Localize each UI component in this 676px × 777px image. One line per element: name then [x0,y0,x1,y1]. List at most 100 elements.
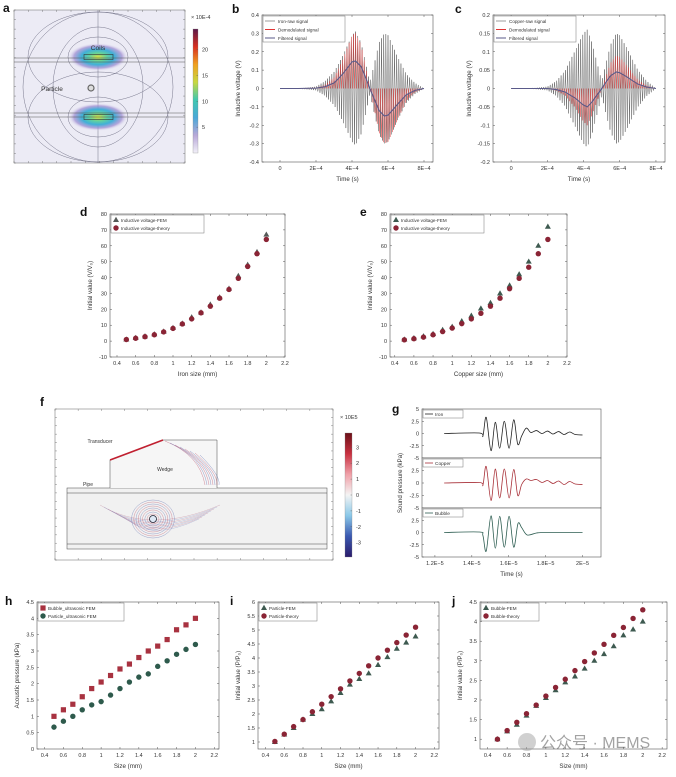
legend-label: Inductive voltage-theory [401,226,450,231]
watermark-logo-icon [518,733,536,751]
coil-field-top [68,43,128,71]
transducer-label: Transducer [87,439,112,445]
legend-box [110,214,205,234]
x-tick-label: 2 [194,753,197,759]
y-tick-label: -2.5 [410,444,419,450]
plot-area [257,601,440,750]
data-point [601,641,607,648]
data-point [263,236,270,243]
x-tick-label: 1.8 [244,361,252,367]
y-tick-label: -5 [414,456,419,462]
wave-front [194,452,218,486]
x-tick-label: 4E−4 [577,166,590,172]
x-tick-label: 1.2 [561,753,569,759]
legend-box [262,15,346,43]
data-point [123,336,130,343]
x-tick-label: 1.2 [467,361,475,367]
colorbar: × 10E-4 5 10 15 20 [191,15,210,154]
wave-front [174,444,210,486]
y-tick-label: 0 [104,339,107,345]
data-point [514,719,520,726]
x-tick-label: 1 [100,753,103,759]
data-point [384,653,391,660]
x-tick-label: 2 [265,361,268,367]
data-point [394,639,400,646]
data-point [393,645,400,651]
data-point [572,667,578,674]
data-point [375,655,381,661]
y-tick-label: -10 [379,355,387,361]
scattered-wave [131,499,175,539]
legend-label: Particle-theory [269,614,299,619]
x-tick-label: 1 [320,753,323,759]
data-point [117,666,123,672]
legend-marker [393,225,399,231]
data-point [170,325,176,332]
colorbar-title: × 10E-4 [191,15,210,21]
y-tick-label: 30 [381,291,387,297]
data-point [207,303,214,309]
data-point [337,689,344,695]
data-point [401,337,408,343]
x-tick-label: 1.2 [116,753,124,759]
data-point [198,310,204,316]
y-tick-label: -0.2 [481,160,490,166]
data-point [494,736,501,742]
y-tick-label: 0.3 [251,31,259,37]
scattered-wave [146,513,160,525]
y-tick-label: -5 [414,506,419,512]
legend-label: Particle_ultrasonic FEM [48,614,97,619]
y-axis-label: Sound pressure (kPa) [397,453,404,513]
data-point [468,316,475,322]
data-point [412,633,419,639]
legend-marker [40,613,46,619]
colorbar-tick-label: -3 [356,541,361,547]
wave-front [199,454,220,486]
data-point [51,713,57,719]
y-tick-label: -5 [414,555,419,561]
y-tick-label: -0.2 [250,123,259,129]
guided-wave [107,508,215,524]
panel-i: 0.4 0.6 0.8 1 1.2 1.4 1.6 1.8 2 2.2 1 1.5 2 2.5 3 3.5 4 4… [235,600,440,770]
series-circle [272,624,419,745]
y-tick-label: 1 [31,714,34,720]
x-tick-label: 0.4 [262,753,270,759]
y-tick-label: 5 [252,628,255,634]
y-tick-label: 0.4 [251,13,259,19]
data-point [98,679,104,685]
x-tick-label: 1.2 [188,361,196,367]
y-tick-label: 80 [101,212,107,218]
bubble-icon [149,515,157,523]
data-point [151,332,158,338]
x-axis-label: Size (mm) [334,763,362,770]
data-point [254,251,260,257]
legend-box [422,409,464,419]
data-point [60,707,67,713]
y-tick-label: -10 [99,355,107,361]
y-axis-label: Initial value (V/V₀) [87,261,94,310]
y-tick-label: 6 [252,600,255,606]
y-tick-label: 60 [101,244,107,250]
y-tick-label: 60 [381,244,387,250]
data-point [117,685,123,692]
x-tick-label: 2E−5 [576,561,589,567]
data-point [318,706,325,712]
data-point [449,325,455,331]
legend-box [390,214,485,234]
y-tick-label: 0.5 [26,731,34,737]
data-point [290,723,297,730]
data-point [365,670,372,676]
colorbar-tick-label: 3 [356,445,359,451]
x-axis-label: Time (s) [568,176,590,183]
data-point [300,716,306,723]
legend-label: Inductive voltage-FEM [401,218,447,223]
data-point [70,713,76,720]
y-tick-label: -0.1 [481,123,490,129]
y-tick-label: -0.1 [250,105,259,111]
guided-wave [127,518,200,531]
y-tick-label: 80 [381,212,387,218]
filtered-signal-line [511,71,657,108]
y-tick-label: 2 [474,698,477,704]
y-axis-label: Initial value (P/P₀) [457,651,464,700]
y-tick-label: 1.5 [247,726,255,732]
